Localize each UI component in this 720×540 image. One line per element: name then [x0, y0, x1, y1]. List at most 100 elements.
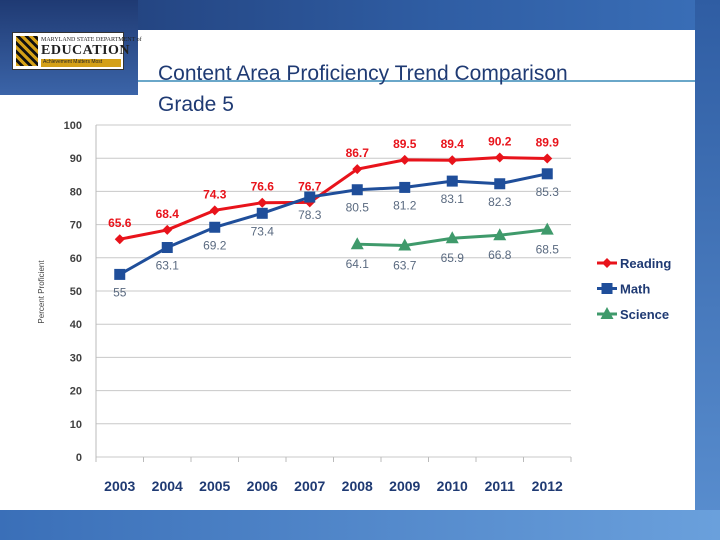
math-point — [209, 221, 221, 233]
math-data-label: 80.5 — [346, 201, 370, 215]
y-tick-label: 90 — [70, 153, 82, 165]
legend-label-math: Math — [620, 282, 650, 297]
y-tick-label: 10 — [70, 419, 82, 431]
math-data-label: 85.3 — [536, 185, 560, 199]
x-tick-labels: 2003 2004 2005 2006 2007 2008 2009 2010 2011 2012 — [104, 478, 563, 494]
chart-title: Content Area Proficiency Trend Compariso… — [158, 62, 568, 85]
slide-panel — [138, 30, 695, 510]
right-banner — [695, 0, 720, 540]
msde-logo: MARYLAND STATE DEPARTMENT of EDUCATION A… — [12, 32, 142, 70]
math-point — [399, 181, 411, 193]
math-line — [119, 172, 548, 276]
science-point — [398, 238, 412, 251]
legend-marker-math — [601, 283, 613, 294]
science-data-label: 65.9 — [441, 251, 465, 265]
x-tick-label: 2010 — [437, 478, 468, 494]
reading-point — [399, 154, 410, 165]
chart-grid — [95, 124, 572, 462]
reading-point — [162, 224, 173, 235]
math-point — [351, 184, 363, 196]
science-data-label: 64.1 — [346, 257, 370, 271]
science-point — [350, 237, 364, 250]
math-data-label: 81.2 — [393, 198, 417, 212]
x-tick-label: 2004 — [152, 478, 183, 494]
reading-data-label: 89.9 — [536, 136, 560, 150]
chart-legend: Reading Math Science — [597, 256, 671, 322]
title-rule — [138, 80, 695, 82]
science-data-label: 63.7 — [393, 259, 417, 273]
science-data-label: 68.5 — [536, 243, 560, 257]
math-data-label: 69.2 — [203, 238, 227, 252]
math-point — [446, 175, 458, 187]
y-tick-label: 40 — [70, 319, 82, 331]
y-tick-label: 100 — [64, 120, 82, 132]
reading-data-label: 65.6 — [108, 216, 132, 230]
x-tick-label: 2005 — [199, 478, 230, 494]
science-point — [540, 222, 554, 235]
legend-label-reading: Reading — [620, 256, 671, 271]
reading-point — [494, 152, 505, 163]
chart-subtitle: Grade 5 — [158, 93, 234, 116]
legend-label-science: Science — [620, 307, 669, 322]
data-labels: 65.6 68.4 74.3 76.6 76.7 86.7 89.5 89.4 90.2 89.9… — [108, 135, 559, 300]
y-tick-label: 30 — [70, 352, 82, 364]
x-tick-label: 2011 — [485, 478, 516, 494]
math-data-label: 83.1 — [441, 192, 465, 206]
logo-line2: EDUCATION — [41, 43, 131, 58]
page-title: Content Area Proficiency Trend Compariso… — [158, 58, 568, 120]
reading-data-label: 74.3 — [203, 187, 227, 201]
y-axis-label: Percent Proficient — [37, 260, 46, 324]
science-point — [493, 228, 507, 241]
math-data-label: 63.1 — [156, 259, 180, 273]
y-tick-labels: 0 10 20 30 40 50 60 70 80 90 100 — [64, 120, 82, 464]
x-tick-label: 2003 — [104, 478, 135, 494]
reading-point — [447, 155, 458, 166]
science-data-label: 66.8 — [488, 248, 512, 262]
math-data-label: 73.4 — [251, 224, 275, 238]
reading-data-label: 68.4 — [156, 207, 180, 221]
chart-series — [114, 152, 554, 280]
logo-bar — [41, 59, 121, 67]
math-point — [114, 268, 126, 280]
reading-point — [257, 197, 268, 208]
y-tick-label: 60 — [70, 253, 82, 265]
y-tick-label: 0 — [76, 452, 82, 464]
x-tick-label: 2006 — [247, 478, 278, 494]
math-point — [256, 207, 268, 219]
math-point — [304, 191, 316, 203]
logo-line1: MARYLAND STATE DEPARTMENT of — [41, 37, 142, 43]
x-tick-label: 2007 — [294, 478, 325, 494]
reading-data-label: 76.6 — [251, 180, 275, 194]
reading-data-label: 90.2 — [488, 135, 512, 149]
reading-data-label: 89.4 — [441, 137, 465, 151]
reading-data-label: 86.7 — [346, 146, 370, 160]
science-point — [445, 231, 459, 244]
reading-point — [209, 205, 220, 216]
math-data-label: 78.3 — [298, 208, 322, 222]
reading-point — [114, 234, 125, 245]
bottom-banner — [0, 510, 720, 540]
legend-marker-science — [600, 307, 614, 319]
reading-data-label: 76.7 — [298, 179, 322, 193]
reading-line — [119, 156, 548, 241]
math-point — [161, 242, 173, 254]
reading-data-label: 89.5 — [393, 137, 417, 151]
reading-point — [542, 153, 553, 164]
logo-tagline: Achievement Matters Most — [43, 59, 103, 65]
reading-point — [352, 164, 363, 175]
legend-marker-reading — [602, 258, 612, 268]
math-point — [494, 178, 506, 190]
y-tick-label: 80 — [70, 186, 82, 198]
x-tick-label: 2009 — [389, 478, 420, 494]
maryland-flag-icon — [16, 36, 38, 66]
math-data-label: 82.3 — [488, 195, 512, 209]
x-tick-label: 2008 — [342, 478, 373, 494]
math-data-label: 55 — [113, 285, 127, 299]
math-point — [541, 168, 553, 180]
y-tick-label: 50 — [70, 286, 82, 298]
y-tick-label: 70 — [70, 220, 82, 232]
y-tick-label: 20 — [70, 386, 82, 398]
x-tick-label: 2012 — [532, 478, 563, 494]
left-panel — [0, 95, 138, 510]
